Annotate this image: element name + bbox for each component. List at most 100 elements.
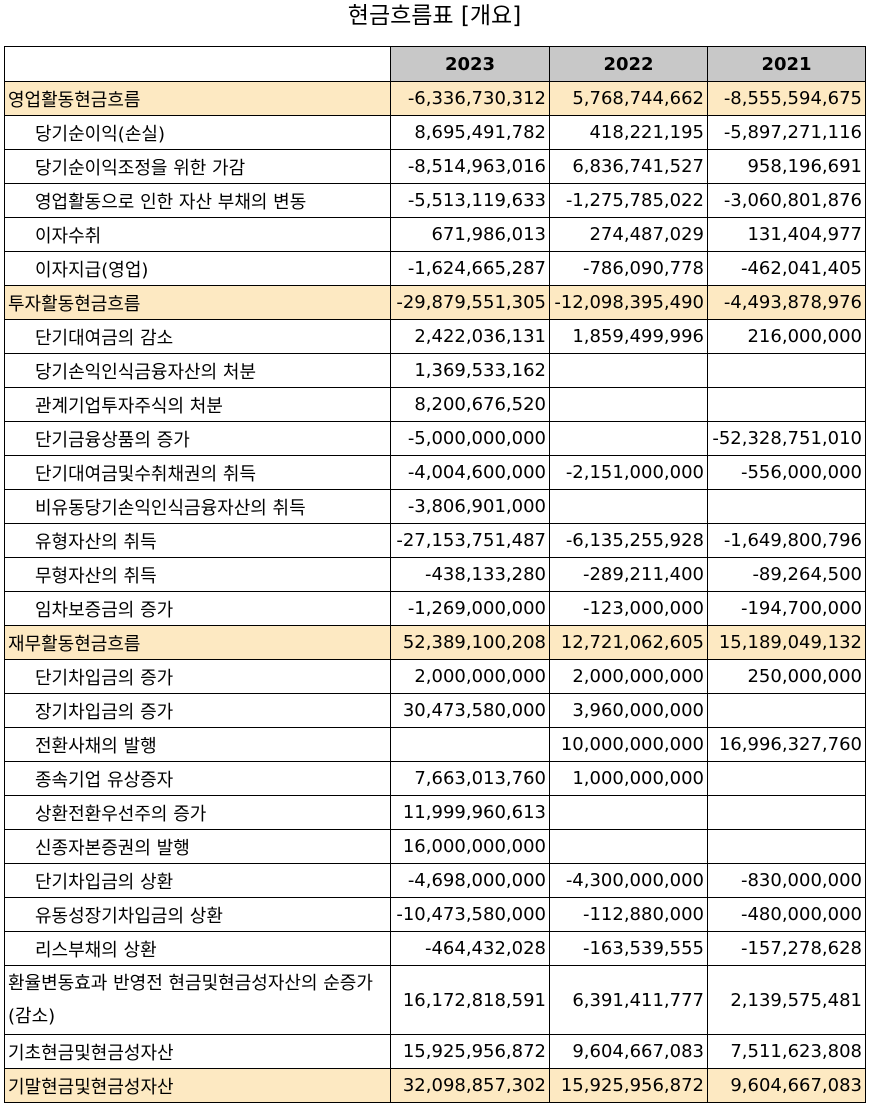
table-row: 상환전환우선주의 증가 11,999,960,613 bbox=[4, 795, 866, 830]
table-row: 영업활동으로 인한 자산 부채의 변동 -5,513,119,633 -1,275,… bbox=[4, 183, 866, 218]
table-row: 종속기업 유상증자 7,663,013,760 1,000,000,000 bbox=[4, 761, 866, 796]
row-value-2022 bbox=[549, 829, 708, 864]
row-value-2023: 30,473,580,000 bbox=[390, 693, 550, 728]
table-row: 장기차입금의 증가 30,473,580,000 3,960,000,000 bbox=[4, 693, 866, 728]
row-value-2021 bbox=[707, 795, 866, 830]
row-value-2022: 10,000,000,000 bbox=[549, 727, 708, 762]
row-value-2022: 3,960,000,000 bbox=[549, 693, 708, 728]
row-value-2022: 12,721,062,605 bbox=[549, 625, 708, 660]
table-row: 기말현금및현금성자산 32,098,857,302 15,925,956,872 9,… bbox=[4, 1068, 866, 1103]
row-value-2022: 274,487,029 bbox=[549, 217, 708, 252]
row-label: 전환사채의 발행 bbox=[4, 727, 391, 762]
table-row: 전환사채의 발행 10,000,000,000 16,996,327,760 bbox=[4, 727, 866, 762]
row-label: 유형자산의 취득 bbox=[4, 523, 391, 558]
row-value-2023: -1,624,665,287 bbox=[390, 251, 550, 286]
row-value-2021 bbox=[707, 489, 866, 524]
row-value-2021: -8,555,594,675 bbox=[707, 81, 866, 116]
row-value-2022: -123,000,000 bbox=[549, 591, 708, 626]
row-value-2021: -157,278,628 bbox=[707, 931, 866, 966]
row-value-2021: -3,060,801,876 bbox=[707, 183, 866, 218]
table-row: 무형자산의 취득 -438,133,280 -289,211,400 -89,264,… bbox=[4, 557, 866, 592]
row-value-2022: 2,000,000,000 bbox=[549, 659, 708, 694]
row-value-2022: 1,000,000,000 bbox=[549, 761, 708, 796]
row-value-2021: -194,700,000 bbox=[707, 591, 866, 626]
table-row: 영업활동현금흐름 -6,336,730,312 5,768,744,662 -8,55… bbox=[4, 81, 866, 116]
row-value-2023: 16,000,000,000 bbox=[390, 829, 550, 864]
row-label: 장기차입금의 증가 bbox=[4, 693, 391, 728]
table-row: 당기손익인식금융자산의 처분 1,369,533,162 bbox=[4, 353, 866, 388]
row-value-2023: 7,663,013,760 bbox=[390, 761, 550, 796]
row-value-2023: -10,473,580,000 bbox=[390, 897, 550, 932]
row-label: 종속기업 유상증자 bbox=[4, 761, 391, 796]
row-label: 상환전환우선주의 증가 bbox=[4, 795, 391, 830]
table-row: 단기대여금및수취채권의 취득 -4,004,600,000 -2,151,000,0… bbox=[4, 455, 866, 490]
row-value-2021: -5,897,271,116 bbox=[707, 115, 866, 150]
row-label: 신종자본증권의 발행 bbox=[4, 829, 391, 864]
row-value-2021: -480,000,000 bbox=[707, 897, 866, 932]
row-value-2023 bbox=[390, 727, 550, 762]
table-row: 신종자본증권의 발행 16,000,000,000 bbox=[4, 829, 866, 864]
row-value-2023: 8,200,676,520 bbox=[390, 387, 550, 422]
row-value-2021: 15,189,049,132 bbox=[707, 625, 866, 660]
row-label: 환율변동효과 반영전 현금및현금성자산의 순증가(감소) bbox=[4, 965, 391, 1035]
row-value-2023: -5,513,119,633 bbox=[390, 183, 550, 218]
row-value-2022: 6,391,411,777 bbox=[549, 965, 708, 1035]
header-year-2023: 2023 bbox=[390, 46, 550, 82]
table-row: 관계기업투자주식의 처분 8,200,676,520 bbox=[4, 387, 866, 422]
row-value-2023: -464,432,028 bbox=[390, 931, 550, 966]
table-row: 단기차입금의 증가 2,000,000,000 2,000,000,000 250,0… bbox=[4, 659, 866, 694]
row-value-2023: 1,369,533,162 bbox=[390, 353, 550, 388]
row-label: 단기차입금의 증가 bbox=[4, 659, 391, 694]
row-value-2022 bbox=[549, 421, 708, 456]
row-label: 유동성장기차입금의 상환 bbox=[4, 897, 391, 932]
table-row: 기초현금및현금성자산 15,925,956,872 9,604,667,083 7,5… bbox=[4, 1034, 866, 1069]
row-value-2021: 2,139,575,481 bbox=[707, 965, 866, 1035]
row-value-2023: 15,925,956,872 bbox=[390, 1034, 550, 1069]
row-label: 당기손익인식금융자산의 처분 bbox=[4, 353, 391, 388]
row-label: 리스부채의 상환 bbox=[4, 931, 391, 966]
table-row: 임차보증금의 증가 -1,269,000,000 -123,000,000 -194,… bbox=[4, 591, 866, 626]
row-value-2023: 11,999,960,613 bbox=[390, 795, 550, 830]
row-value-2021 bbox=[707, 353, 866, 388]
row-label: 당기순이익조정을 위한 가감 bbox=[4, 149, 391, 184]
table-row: 단기대여금의 감소 2,422,036,131 1,859,499,996 216,0… bbox=[4, 319, 866, 354]
table-row: 당기순이익조정을 위한 가감 -8,514,963,016 6,836,741,52… bbox=[4, 149, 866, 184]
row-value-2022: -6,135,255,928 bbox=[549, 523, 708, 558]
row-value-2022: -4,300,000,000 bbox=[549, 863, 708, 898]
row-value-2023: 32,098,857,302 bbox=[390, 1068, 550, 1103]
row-label: 무형자산의 취득 bbox=[4, 557, 391, 592]
row-label: 당기순이익(손실) bbox=[4, 115, 391, 150]
row-value-2021: 250,000,000 bbox=[707, 659, 866, 694]
header-year-2022: 2022 bbox=[549, 46, 708, 82]
row-label: 재무활동현금흐름 bbox=[4, 625, 391, 660]
row-value-2022 bbox=[549, 387, 708, 422]
row-label: 단기차입금의 상환 bbox=[4, 863, 391, 898]
row-value-2021: -89,264,500 bbox=[707, 557, 866, 592]
row-value-2021: 131,404,977 bbox=[707, 217, 866, 252]
table-row: 단기금융상품의 증가 -5,000,000,000 -52,328,751,010 bbox=[4, 421, 866, 456]
row-value-2021: 958,196,691 bbox=[707, 149, 866, 184]
table-row: 재무활동현금흐름 52,389,100,208 12,721,062,605 15,1… bbox=[4, 625, 866, 660]
row-value-2023: 671,986,013 bbox=[390, 217, 550, 252]
row-label: 단기대여금및수취채권의 취득 bbox=[4, 455, 391, 490]
row-value-2022: -12,098,395,490 bbox=[549, 285, 708, 320]
row-value-2022: 5,768,744,662 bbox=[549, 81, 708, 116]
row-label: 관계기업투자주식의 처분 bbox=[4, 387, 391, 422]
row-value-2023: -3,806,901,000 bbox=[390, 489, 550, 524]
row-value-2021: 16,996,327,760 bbox=[707, 727, 866, 762]
row-value-2023: -438,133,280 bbox=[390, 557, 550, 592]
row-value-2023: -6,336,730,312 bbox=[390, 81, 550, 116]
row-value-2021: 216,000,000 bbox=[707, 319, 866, 354]
page-title: 현금흐름표 [개요] bbox=[347, 3, 522, 29]
row-value-2021: -52,328,751,010 bbox=[707, 421, 866, 456]
header-year-2021: 2021 bbox=[707, 46, 866, 82]
table-row: 당기순이익(손실) 8,695,491,782 418,221,195 -5,897,… bbox=[4, 115, 866, 150]
row-value-2022: 9,604,667,083 bbox=[549, 1034, 708, 1069]
cash-flow-table: 2023 2022 2021 영업활동현금흐름 -6,336,730,312 5,7… bbox=[4, 46, 866, 1103]
row-value-2022: 15,925,956,872 bbox=[549, 1068, 708, 1103]
row-value-2022: -163,539,555 bbox=[549, 931, 708, 966]
row-label: 단기금융상품의 증가 bbox=[4, 421, 391, 456]
row-value-2022 bbox=[549, 795, 708, 830]
header-blank bbox=[4, 46, 391, 82]
row-value-2022: 6,836,741,527 bbox=[549, 149, 708, 184]
